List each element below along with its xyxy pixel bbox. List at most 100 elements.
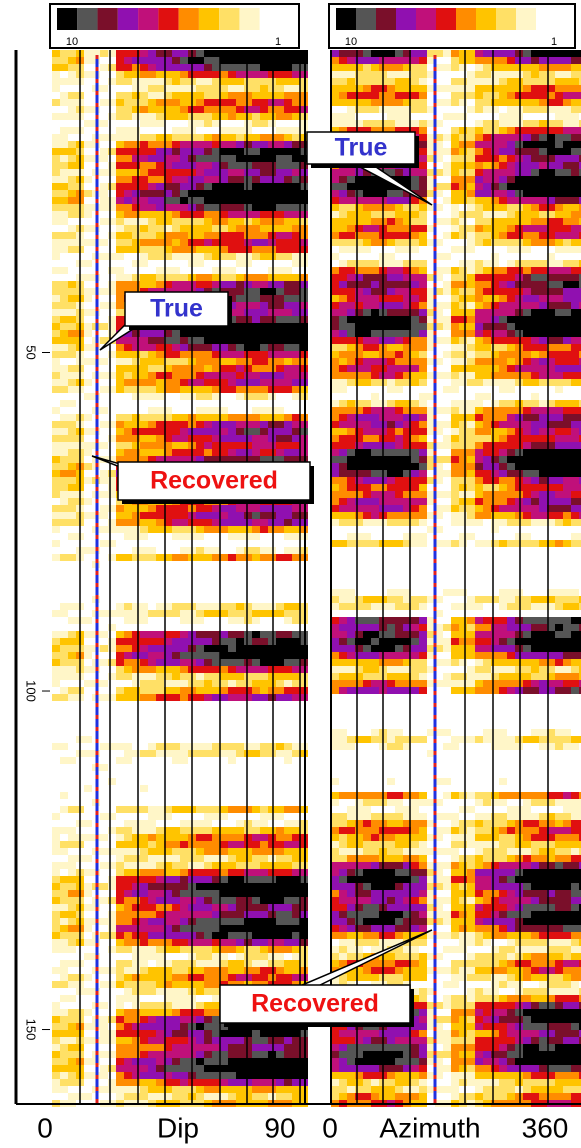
heat-cell [172,876,180,883]
heat-cell [60,449,68,456]
heat-cell [276,267,284,274]
heat-cell [52,92,60,99]
heat-cell [52,99,60,106]
heat-cell [571,71,579,78]
heat-cell [84,421,92,428]
heat-cell [52,631,60,638]
heat-cell [268,659,276,666]
heat-cell [212,85,220,92]
heat-cell [363,50,371,57]
heat-cell [124,729,132,736]
heat-cell [204,512,212,519]
heat-cell [156,1072,164,1079]
heat-cell [52,568,60,575]
heat-cell [68,1016,76,1023]
heat-cell [172,344,180,351]
heat-cell [268,708,276,715]
heat-cell [132,603,140,610]
heat-cell [196,757,204,764]
heat-cell [212,64,220,71]
heat-cell [84,64,92,71]
heat-cell [252,1051,260,1058]
heat-cell [108,449,116,456]
heat-cell [220,1037,228,1044]
heat-cell [108,848,116,855]
heat-cell [284,1037,292,1044]
heat-cell [236,806,244,813]
heat-cell [156,64,164,71]
heat-cell [180,1079,188,1086]
heat-cell [52,141,60,148]
heat-cell [204,1058,212,1065]
heat-cell [268,351,276,358]
heat-cell [52,351,60,358]
heat-cell [116,799,124,806]
heat-cell [60,365,68,372]
heat-cell [124,834,132,841]
heat-cell [84,379,92,386]
heat-cell [228,680,236,687]
heat-cell [204,722,212,729]
heat-cell [172,330,180,337]
heat-cell [132,554,140,561]
heat-cell [60,232,68,239]
heat-cell [204,526,212,533]
heat-cell [220,855,228,862]
heat-cell [292,673,300,680]
heat-cell [124,960,132,967]
heat-cell [244,1072,252,1079]
heat-cell [220,575,228,582]
heat-cell [236,1037,244,1044]
heat-cell [236,50,244,57]
heat-cell [371,64,379,71]
heat-cell [204,169,212,176]
heat-cell [60,526,68,533]
heat-cell [172,582,180,589]
heat-cell [252,911,260,918]
heat-cell [292,148,300,155]
heat-cell [60,85,68,92]
heat-cell [172,162,180,169]
heat-cell [140,232,148,239]
heat-cell [52,1086,60,1093]
heat-cell [204,71,212,78]
heat-cell [443,64,451,71]
heat-cell [260,64,268,71]
heat-cell [100,890,108,897]
heat-cell [220,603,228,610]
heat-cell [60,631,68,638]
heat-cell [156,1051,164,1058]
heat-cell [355,57,363,64]
heat-cell [84,113,92,120]
heat-cell [156,435,164,442]
heat-cell [60,547,68,554]
heat-cell [116,309,124,316]
heat-cell [204,393,212,400]
heat-cell [260,631,268,638]
heat-cell [140,799,148,806]
heat-cell [244,183,252,190]
heat-cell [148,743,156,750]
heat-cell [220,260,228,267]
heat-cell [116,666,124,673]
heat-cell [124,841,132,848]
heat-cell [180,113,188,120]
heat-cell [196,358,204,365]
heat-cell [60,225,68,232]
heat-cell [124,127,132,134]
heat-cell [172,50,180,57]
heat-cell [276,834,284,841]
heat-cell [260,547,268,554]
heat-cell [84,1002,92,1009]
heat-cell [228,771,236,778]
heat-cell [228,190,236,197]
heat-cell [100,365,108,372]
heat-cell [284,701,292,708]
heat-cell [156,1016,164,1023]
heat-cell [244,827,252,834]
heat-cell [180,722,188,729]
heat-cell [108,64,116,71]
heat-cell [52,183,60,190]
heat-cell [52,645,60,652]
heat-cell [244,442,252,449]
